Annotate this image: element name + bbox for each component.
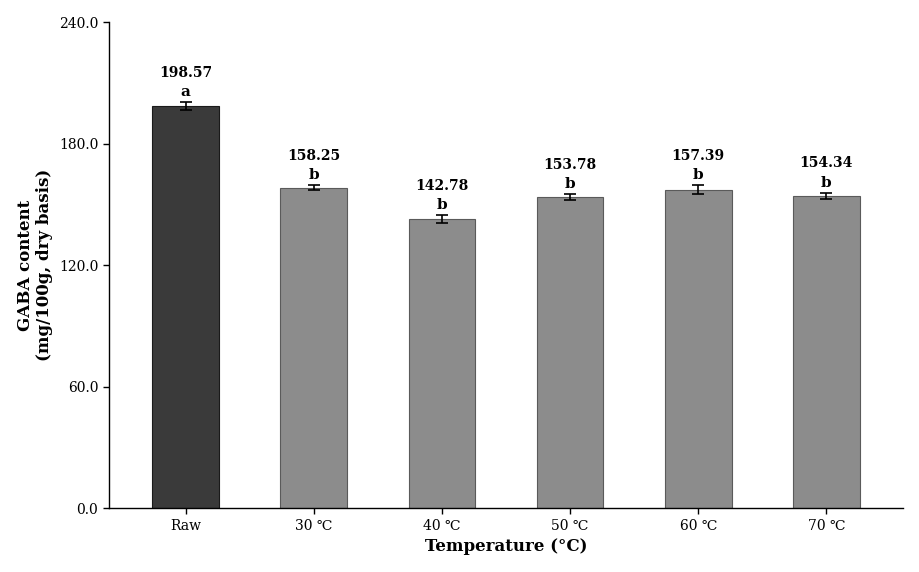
Text: a: a — [180, 85, 190, 99]
Text: 142.78: 142.78 — [414, 179, 468, 193]
Bar — [280, 188, 346, 509]
Text: 158.25: 158.25 — [287, 149, 340, 163]
Text: b: b — [692, 168, 703, 182]
Text: 198.57: 198.57 — [159, 66, 212, 80]
Text: 153.78: 153.78 — [543, 157, 596, 172]
Text: b: b — [308, 168, 319, 182]
Bar — [792, 196, 859, 509]
Text: 157.39: 157.39 — [671, 149, 724, 163]
Text: b: b — [821, 176, 831, 190]
Bar — [408, 219, 475, 509]
Text: b: b — [437, 198, 447, 212]
Y-axis label: GABA content
(mg/100g, dry basis): GABA content (mg/100g, dry basis) — [17, 169, 53, 362]
Bar — [152, 106, 219, 509]
Bar — [536, 197, 603, 509]
Text: 154.34: 154.34 — [799, 156, 852, 170]
X-axis label: Temperature (°C): Temperature (°C) — [425, 538, 586, 555]
Bar — [664, 189, 731, 509]
Text: b: b — [564, 177, 574, 190]
